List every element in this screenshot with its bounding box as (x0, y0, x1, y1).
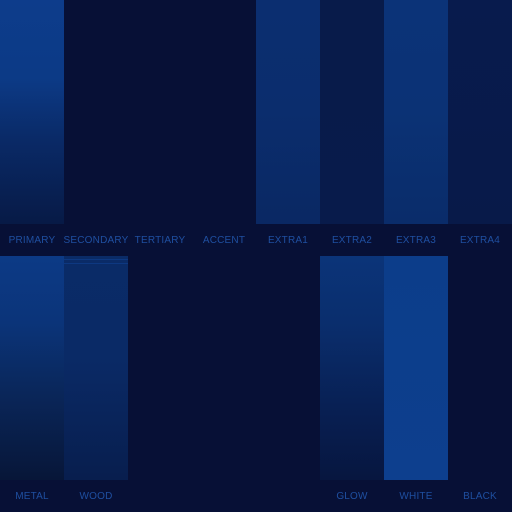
swatch-tertiary[interactable]: TERTIARY (128, 0, 192, 256)
swatch-primary-fill (0, 0, 64, 224)
swatch-extra3-fill (384, 0, 448, 224)
swatch-primary[interactable]: PRIMARY (0, 0, 64, 256)
swatch-black-fill (448, 256, 512, 480)
swatch-accent[interactable]: ACCENT (192, 0, 256, 256)
swatch-extra2-fill (320, 0, 384, 224)
palette-row-bottom: METAL WOOD GLOW WHITE (0, 256, 512, 512)
wood-grain-line (64, 259, 128, 260)
swatch-white-fill (384, 256, 448, 480)
swatch-wood-label: WOOD (79, 490, 113, 502)
swatch-extra1-label: EXTRA1 (267, 234, 309, 246)
swatch-black-label: BLACK (463, 490, 497, 502)
swatch-accent-label: ACCENT (202, 234, 246, 246)
swatch-empty-2[interactable] (192, 256, 256, 512)
swatch-glow[interactable]: GLOW (320, 256, 384, 512)
swatch-secondary[interactable]: SECONDARY (64, 0, 128, 256)
palette-row-top: PRIMARY SECONDARY TERTIARY ACCENT EXTRA1… (0, 0, 512, 256)
swatch-black[interactable]: BLACK (448, 256, 512, 512)
swatch-white[interactable]: WHITE (384, 256, 448, 512)
swatch-tertiary-fill (128, 0, 192, 224)
swatch-glow-label: GLOW (336, 490, 368, 502)
swatch-secondary-label: SECONDARY (63, 234, 129, 246)
swatch-accent-fill (192, 0, 256, 224)
swatch-metal-label: METAL (15, 490, 49, 502)
swatch-extra1[interactable]: EXTRA1 (256, 0, 320, 256)
swatch-extra2[interactable]: EXTRA2 (320, 0, 384, 256)
swatch-wood-fill (64, 256, 128, 480)
swatch-extra1-fill (256, 0, 320, 224)
swatch-primary-label: PRIMARY (8, 234, 56, 246)
swatch-extra3[interactable]: EXTRA3 (384, 0, 448, 256)
swatch-metal[interactable]: METAL (0, 256, 64, 512)
swatch-extra3-label: EXTRA3 (395, 234, 437, 246)
swatch-white-label: WHITE (399, 490, 433, 502)
swatch-wood[interactable]: WOOD (64, 256, 128, 512)
swatch-extra4[interactable]: EXTRA4 (448, 0, 512, 256)
swatch-empty-1[interactable] (128, 256, 192, 512)
wood-grain-line (64, 263, 128, 264)
swatch-extra4-label: EXTRA4 (459, 234, 501, 246)
swatch-secondary-fill (64, 0, 128, 224)
swatch-metal-fill (0, 256, 64, 480)
swatch-empty-1-fill (128, 256, 192, 480)
swatch-empty-3-fill (256, 256, 320, 480)
swatch-tertiary-label: TERTIARY (134, 234, 186, 246)
swatch-empty-2-label (192, 480, 256, 512)
swatch-empty-2-fill (192, 256, 256, 480)
swatch-glow-fill (320, 256, 384, 480)
swatch-empty-3[interactable] (256, 256, 320, 512)
swatch-empty-3-label (256, 480, 320, 512)
swatch-extra4-fill (448, 0, 512, 224)
swatch-empty-1-label (128, 480, 192, 512)
swatch-extra2-label: EXTRA2 (331, 234, 373, 246)
